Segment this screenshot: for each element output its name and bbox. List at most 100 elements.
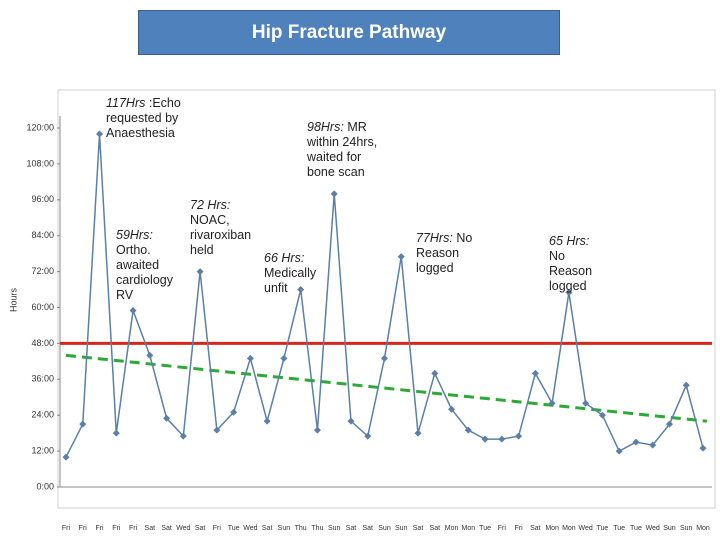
annotation: 59Hrs: Ortho. awaited cardiology RV <box>116 228 182 303</box>
data-point <box>347 417 355 425</box>
chart-title: Hip Fracture Pathway <box>251 21 447 43</box>
y-tick-label: 96:00 <box>31 194 54 204</box>
annotation-text: MR within 24hrs, waited for bone scan <box>307 120 378 179</box>
data-point <box>615 447 623 455</box>
x-tick-label: Sat <box>161 525 172 532</box>
y-tick-label: 12:00 <box>31 445 54 455</box>
annotation-text: No Reason logged <box>416 231 473 275</box>
annotation-lead: 65 Hrs: <box>549 234 590 248</box>
annotation-lead: 59Hrs: <box>116 228 153 242</box>
data-point <box>414 429 422 437</box>
x-tick-label: Sat <box>362 525 373 532</box>
x-tick-label: Mon <box>445 525 459 532</box>
y-tick-label: 24:00 <box>31 410 54 420</box>
data-point <box>112 429 120 437</box>
x-tick-label: Sat <box>195 525 206 532</box>
data-point <box>163 414 171 422</box>
x-tick-label: Fri <box>213 525 222 532</box>
annotation-lead: 72 Hrs: <box>190 198 231 212</box>
data-point <box>464 426 472 434</box>
y-tick-label: 84:00 <box>31 230 54 240</box>
annotation: 98Hrs: MR within 24hrs, waited for bone … <box>307 120 392 180</box>
data-point <box>699 444 707 452</box>
x-tick-label: Sat <box>530 525 541 532</box>
x-tick-label: Fri <box>79 525 88 532</box>
x-tick-label: Sun <box>278 525 291 532</box>
y-tick-label: 120:00 <box>26 122 54 132</box>
annotation-text: No Reason logged <box>549 249 593 293</box>
x-tick-label: Tue <box>597 525 609 532</box>
x-tick-label: Tue <box>613 525 625 532</box>
annotation-text: NOAC, rivaroxiban held <box>190 213 252 257</box>
x-tick-label: Thu <box>295 525 307 532</box>
y-tick-label: 108:00 <box>26 158 54 168</box>
x-tick-label: Sat <box>413 525 424 532</box>
annotation-text: Medically unfit <box>264 266 317 295</box>
data-point <box>682 381 690 389</box>
y-tick-label: 60:00 <box>31 302 54 312</box>
annotation-lead: 117Hrs <box>106 96 146 110</box>
x-tick-label: Fri <box>95 525 104 532</box>
data-point <box>263 417 271 425</box>
data-point <box>230 408 238 416</box>
data-point <box>96 130 104 138</box>
x-tick-label: Wed <box>243 525 257 532</box>
data-point <box>431 369 439 377</box>
y-tick-label: 36:00 <box>31 374 54 384</box>
x-tick-label: Mon <box>696 525 710 532</box>
x-tick-label: Sat <box>346 525 357 532</box>
data-point <box>297 286 305 294</box>
x-tick-label: Wed <box>646 525 660 532</box>
x-tick-label: Tue <box>479 525 491 532</box>
annotation: 65 Hrs: No Reason logged <box>549 234 599 294</box>
data-point <box>565 289 573 297</box>
x-tick-label: Sun <box>680 525 693 532</box>
data-point <box>531 369 539 377</box>
data-point <box>364 432 372 440</box>
annotation: 66 Hrs: Medically unfit <box>264 251 326 296</box>
annotation-lead: 66 Hrs: <box>264 251 305 265</box>
annotation-text: :Echo requested by Anaesthesia <box>106 96 181 140</box>
x-tick-label: Mon <box>562 525 576 532</box>
data-point <box>146 351 154 359</box>
y-tick-label: 72:00 <box>31 266 54 276</box>
annotation: 72 Hrs: NOAC, rivaroxiban held <box>190 198 254 258</box>
x-tick-label: Sat <box>430 525 441 532</box>
x-tick-label: Sat <box>262 525 273 532</box>
x-tick-label: Sun <box>663 525 676 532</box>
x-tick-label: Sun <box>378 525 391 532</box>
data-point <box>665 420 673 428</box>
y-tick-label: 48:00 <box>31 338 54 348</box>
data-point <box>498 435 506 443</box>
x-tick-label: Sun <box>395 525 408 532</box>
y-axis-label: Hours <box>8 288 18 313</box>
x-tick-label: Wed <box>579 525 593 532</box>
data-point <box>515 432 523 440</box>
plot-border <box>57 89 716 509</box>
data-point <box>582 399 590 407</box>
data-point <box>280 354 288 362</box>
y-tick-label: 0:00 <box>36 481 54 491</box>
data-point <box>213 426 221 434</box>
data-point <box>196 268 204 276</box>
data-point <box>62 453 70 461</box>
data-point <box>179 432 187 440</box>
x-tick-label: Fri <box>129 525 138 532</box>
x-tick-label: Fri <box>62 525 71 532</box>
annotation-lead: 98Hrs: <box>307 120 344 134</box>
data-point <box>481 435 489 443</box>
data-point <box>598 411 606 419</box>
data-point <box>632 438 640 446</box>
x-tick-label: Mon <box>462 525 476 532</box>
x-tick-label: Mon <box>545 525 559 532</box>
x-tick-label: Tue <box>630 525 642 532</box>
data-point <box>129 306 137 314</box>
data-point <box>448 405 456 413</box>
annotation-text: Ortho. awaited cardiology RV <box>116 243 173 302</box>
data-point <box>79 420 87 428</box>
data-point <box>246 354 254 362</box>
x-tick-label: Fri <box>112 525 121 532</box>
x-tick-label: Thu <box>311 525 323 532</box>
